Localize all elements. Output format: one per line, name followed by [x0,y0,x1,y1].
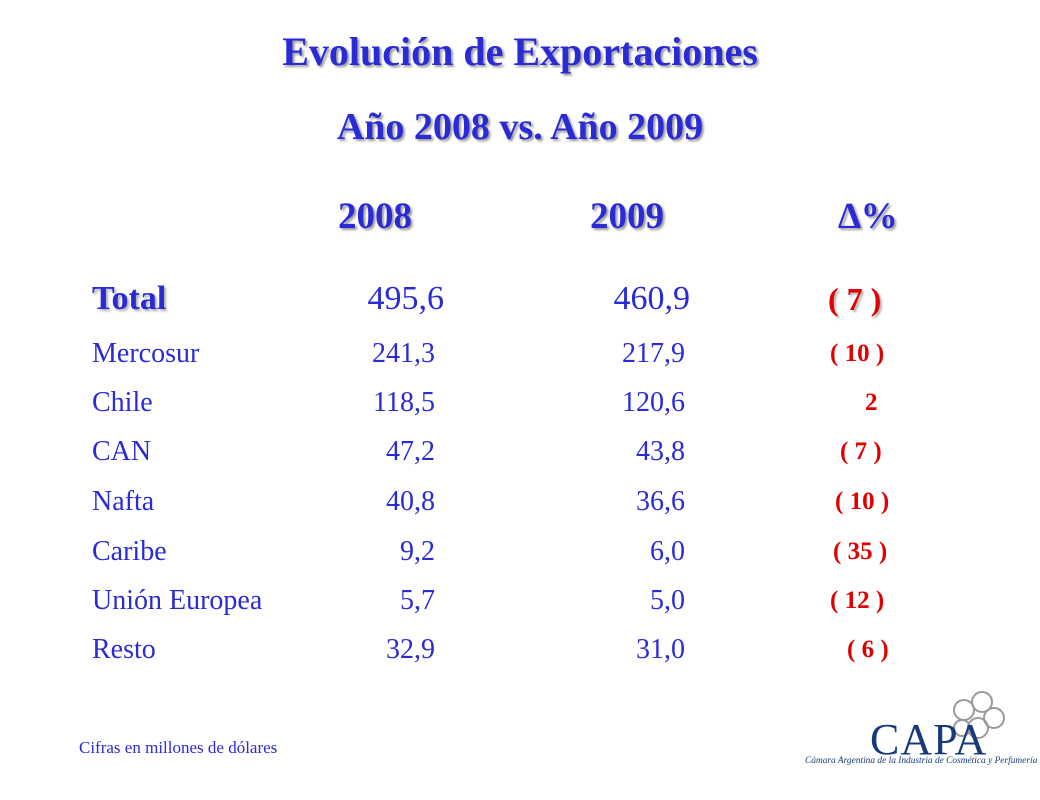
region-name: Unión Europea [92,585,263,616]
value-2009: 43,8 [636,436,685,467]
logo-caption: Cámara Argentina de la Industria de Cosm… [805,756,1038,766]
page-subtitle: Año 2008 vs. Año 2009 [336,106,704,148]
table-row: Resto 32,9 31,0 ( 6 ) [0,634,1040,684]
value-2008: 495,6 [367,280,445,317]
value-2008: 47,2 [386,436,435,467]
table-row: Nafta 40,8 36,6 ( 10 ) [0,486,1040,536]
value-2008: 9,2 [400,536,435,567]
value-2009: 460,9 [613,280,691,317]
value-2008: 40,8 [386,486,435,517]
delta-percent: ( 6 ) [847,636,889,663]
value-2008: 32,9 [386,634,435,665]
value-2009: 31,0 [636,634,685,665]
column-header-delta: ∆% [838,196,898,237]
delta-percent: ( 35 ) [833,538,888,565]
region-name: Mercosur [92,338,200,369]
table-row: Caribe 9,2 6,0 ( 35 ) [0,536,1040,586]
table-row: Unión Europea 5,7 5,0 ( 12 ) [0,585,1040,635]
delta-percent: ( 7 ) [840,438,882,465]
value-2009: 36,6 [636,486,685,517]
value-2009: 120,6 [622,387,685,418]
column-header-2008: 2008 [338,196,412,237]
table-row: Mercosur 241,3 217,9 ( 10 ) [0,338,1040,388]
value-2009: 6,0 [650,536,685,567]
footnote: Cifras en millones de dólares [79,738,278,757]
delta-percent: ( 7 ) [828,281,882,317]
region-name: CAN [92,436,152,467]
capa-logo: CAPA Cámara Argentina de la Industria de… [800,690,1037,780]
table-row: Chile 118,5 120,6 2 [0,387,1040,437]
table-row: Total 495,6 460,9 ( 7 ) [0,280,1040,330]
flower-icon [953,691,1005,739]
delta-percent: ( 12 ) [830,587,885,614]
delta-percent: 2 [865,389,878,416]
logo-wordmark: CAPA [870,715,988,764]
region-name: Resto [92,634,156,665]
value-2008: 5,7 [400,585,435,616]
value-2008: 241,3 [372,338,435,369]
delta-percent: ( 10 ) [835,488,890,515]
page-title: Evolución de Exportaciones [282,29,758,74]
region-name: Nafta [92,486,155,517]
value-2009: 5,0 [650,585,685,616]
delta-percent: ( 10 ) [830,340,885,367]
column-header-2009: 2009 [590,196,664,237]
region-name: Caribe [92,536,167,567]
region-name: Total [92,280,167,317]
value-2009: 217,9 [622,338,685,369]
value-2008: 118,5 [373,387,435,418]
region-name: Chile [92,387,153,418]
table-row: CAN 47,2 43,8 ( 7 ) [0,436,1040,486]
